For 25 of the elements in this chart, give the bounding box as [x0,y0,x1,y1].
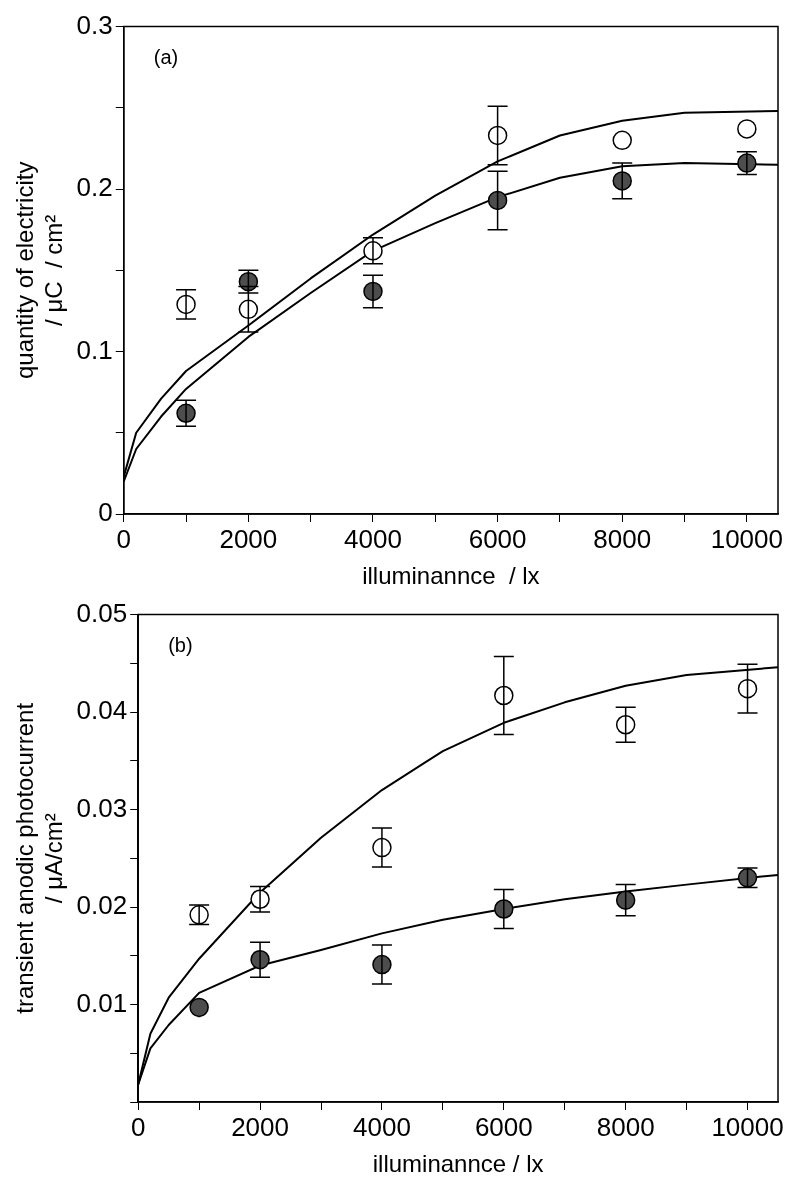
x-axis-title: illuminannce / lx [362,562,540,590]
y-tick-label: 0.1 [76,334,113,365]
annotation: (a) [153,46,179,69]
x-tick-label: 10000 [710,523,783,554]
x-tick-label: 2000 [219,523,278,554]
y-tick-label: 0 [98,497,113,528]
y-axis-title: quantity of electricity / μC / cm² [11,161,67,380]
x-tick-label: 4000 [353,1111,411,1142]
x-tick-label: 6000 [474,1111,533,1142]
x-tick-label: 8000 [596,1111,655,1142]
y-tick-label: 0.01 [76,987,128,1018]
y-tick-label: 0.04 [76,695,128,726]
x-tick-label: 4000 [344,523,402,554]
y-tick-label: 0.03 [76,792,128,823]
y-tick-label: 0.05 [76,597,128,628]
x-tick-label: 2000 [231,1111,289,1142]
y-axis-title: transient anodic photocurrent / μA/cm² [11,702,67,1014]
y-tick-label: 0.2 [76,172,113,203]
x-axis-title: illuminannce / lx [372,1150,544,1178]
x-tick-label: 6000 [468,523,527,554]
x-tick-label: 8000 [593,523,652,554]
y-tick-label: 0.3 [76,9,113,40]
x-tick-label: 10000 [711,1111,784,1142]
annotation: (b) [168,634,193,657]
y-tick-label: 0.02 [76,890,128,921]
